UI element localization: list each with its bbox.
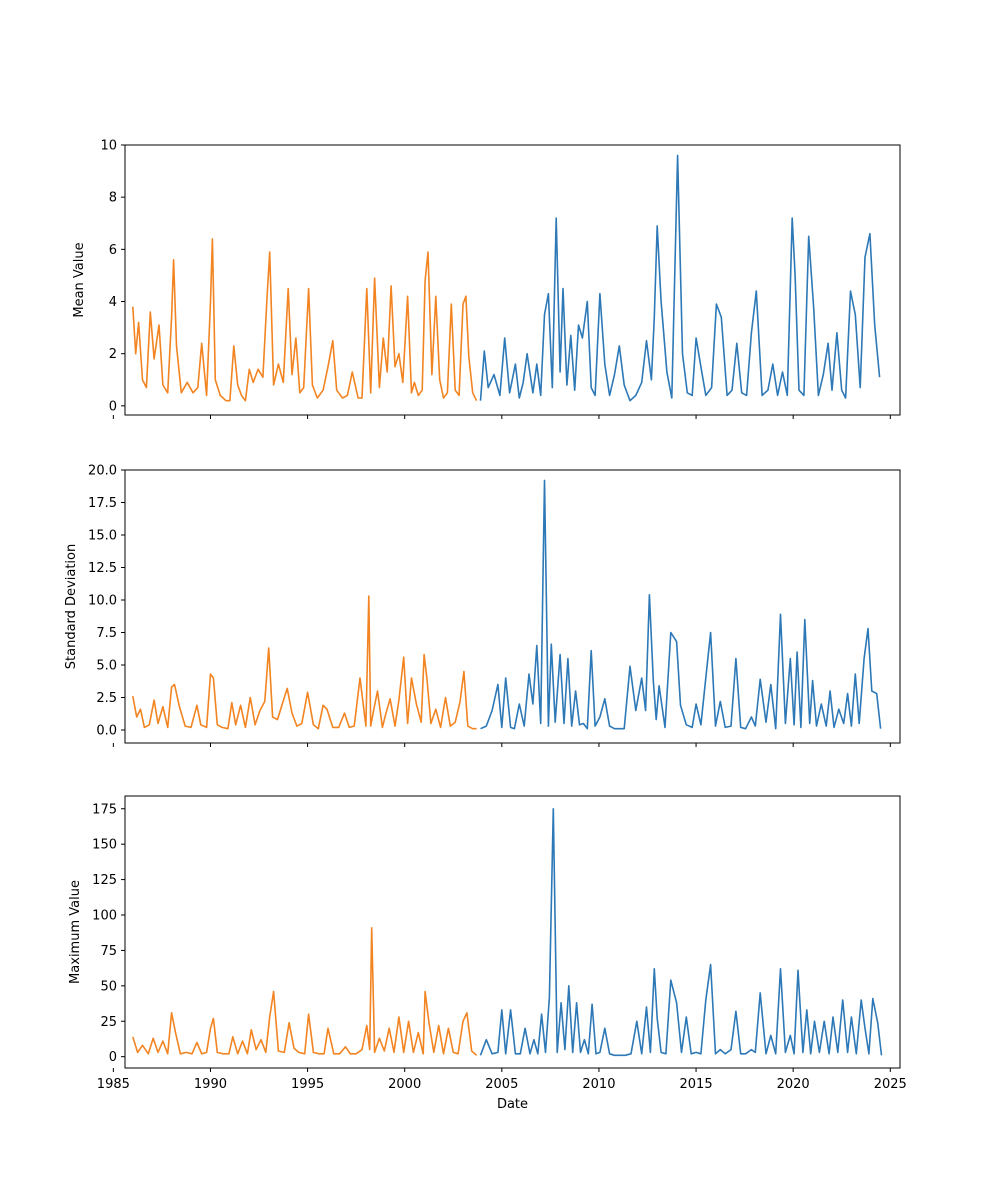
y-tick-label: 10.0 [88, 594, 117, 609]
subplot-3: 0 25 50 75 100 125 150 175 1985 1990 1995 2000 2005 2… [68, 795, 907, 1112]
y-tick-label: 125 [92, 873, 117, 888]
y-tick-label: 175 [92, 802, 117, 817]
x-tick-label: 2025 [874, 1077, 907, 1092]
x-tick-label: 2020 [777, 1077, 810, 1092]
x-tick-label: 1995 [291, 1077, 324, 1092]
y-tick-label: 8 [109, 191, 117, 206]
axes-frame [124, 144, 901, 416]
x-tick-label: 1985 [97, 1077, 130, 1092]
y-tick-label: 2.5 [96, 691, 117, 706]
y-tick-label: 15.0 [88, 529, 117, 544]
series-line-historical [132, 926, 478, 1056]
subplot-2: 0.0 2.5 5.0 7.5 10.0 12.5 15.0 17.5 20.0 Standard… [64, 464, 901, 747]
y-tick-label: 25 [100, 1015, 117, 1030]
y-tick-label: 2 [109, 347, 117, 362]
y-axis-title: Standard Deviation [64, 544, 79, 669]
y-tick-label: 100 [92, 909, 117, 924]
y-tick-label: 5.0 [96, 659, 117, 674]
axes-frame [124, 469, 901, 744]
series-line-recent [480, 479, 882, 730]
y-tick-label: 4 [109, 295, 117, 310]
y-axis-title: Mean Value [72, 242, 87, 317]
series-line-historical [132, 238, 478, 402]
axes-frame [124, 795, 901, 1069]
x-tick-label: 2000 [388, 1077, 421, 1092]
y-tick-label: 0 [109, 1050, 117, 1065]
y-tick-label: 6 [109, 243, 117, 258]
y-tick-label: 0.0 [96, 724, 117, 739]
y-tick-label: 12.5 [88, 561, 117, 576]
x-tick-label: 2010 [582, 1077, 615, 1092]
x-axis-title: Date [497, 1097, 528, 1112]
y-tick-label: 10 [100, 139, 117, 154]
series-line-recent [479, 154, 881, 402]
y-tick-label: 20.0 [88, 464, 117, 479]
y-tick-label: 7.5 [96, 626, 117, 641]
x-tick-label: 2015 [680, 1077, 713, 1092]
y-tick-label: 17.5 [88, 496, 117, 511]
subplot-1: 0 2 4 6 8 10 Mean Value [72, 139, 901, 419]
series-line-recent [479, 807, 883, 1057]
y-tick-label: 150 [92, 838, 117, 853]
y-tick-label: 0 [109, 399, 117, 414]
x-tick-label: 2005 [485, 1077, 518, 1092]
y-axis-title: Maximum Value [68, 880, 83, 984]
series-line-historical [132, 595, 477, 730]
y-tick-label: 75 [100, 944, 117, 959]
y-tick-label: 50 [100, 979, 117, 994]
x-tick-label: 1990 [194, 1077, 227, 1092]
